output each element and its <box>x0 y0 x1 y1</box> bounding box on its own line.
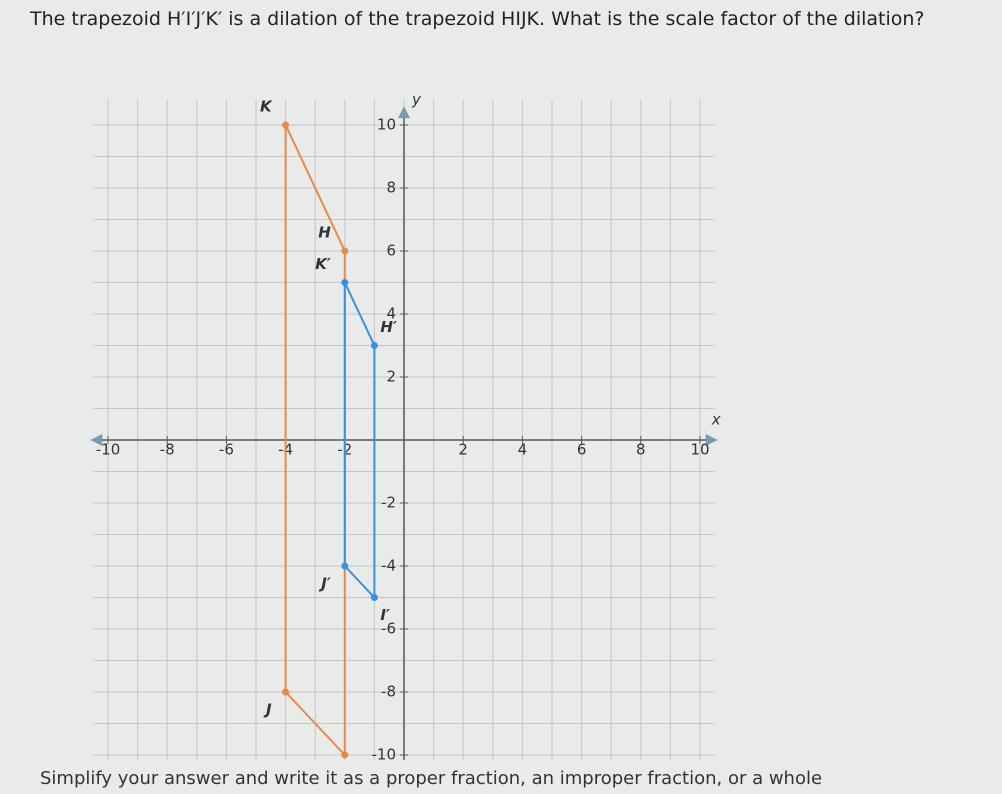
x-tick-label: 10 <box>690 441 709 459</box>
question: The trapezoid H′I′J′K′ is a dilation of … <box>30 8 925 30</box>
axis-label: y <box>411 91 422 109</box>
vertex-label: J <box>263 701 272 719</box>
y-tick-label: 8 <box>386 179 396 197</box>
vertex-label: H′ <box>380 318 397 336</box>
y-tick-label: 4 <box>386 305 396 323</box>
y-tick-label: -4 <box>381 557 396 575</box>
axis-label: x <box>711 411 721 429</box>
vertex <box>341 751 349 759</box>
vertex-label: H <box>318 224 331 242</box>
vertex <box>282 121 290 129</box>
vertex <box>341 562 349 570</box>
y-tick-label: 6 <box>386 242 396 260</box>
vertex-label: J′ <box>318 575 331 593</box>
x-tick-label: 8 <box>636 441 646 459</box>
y-tick-label: -2 <box>381 494 396 512</box>
x-tick-label: 4 <box>518 441 528 459</box>
x-tick-label: 6 <box>577 441 587 459</box>
vertex-label: K <box>260 98 273 116</box>
y-tick-label: 2 <box>386 368 396 386</box>
arrow <box>705 434 718 446</box>
instruction: Simplify your answer and write it as a p… <box>40 768 823 789</box>
y-tick-label: 10 <box>377 116 396 134</box>
vertex <box>341 247 349 255</box>
y-tick-label: -6 <box>381 620 396 638</box>
graph: xy-10-8-6-4-2246810-10-8-6-4-2246810HIJK… <box>90 91 721 761</box>
arrow <box>90 434 103 446</box>
y-tick-label: -8 <box>381 683 396 701</box>
x-tick-label: -8 <box>160 441 175 459</box>
x-tick-label: 2 <box>458 441 468 459</box>
vertex <box>341 279 349 286</box>
x-tick-label: -6 <box>219 441 234 459</box>
vertex <box>370 342 378 349</box>
arrow <box>398 106 410 119</box>
vertex <box>370 594 378 601</box>
vertex-label: I′ <box>380 606 390 624</box>
y-tick-label: -10 <box>372 746 397 761</box>
vertex-label: K′ <box>315 255 331 273</box>
x-tick-label: -10 <box>96 441 121 459</box>
vertex <box>282 688 290 696</box>
